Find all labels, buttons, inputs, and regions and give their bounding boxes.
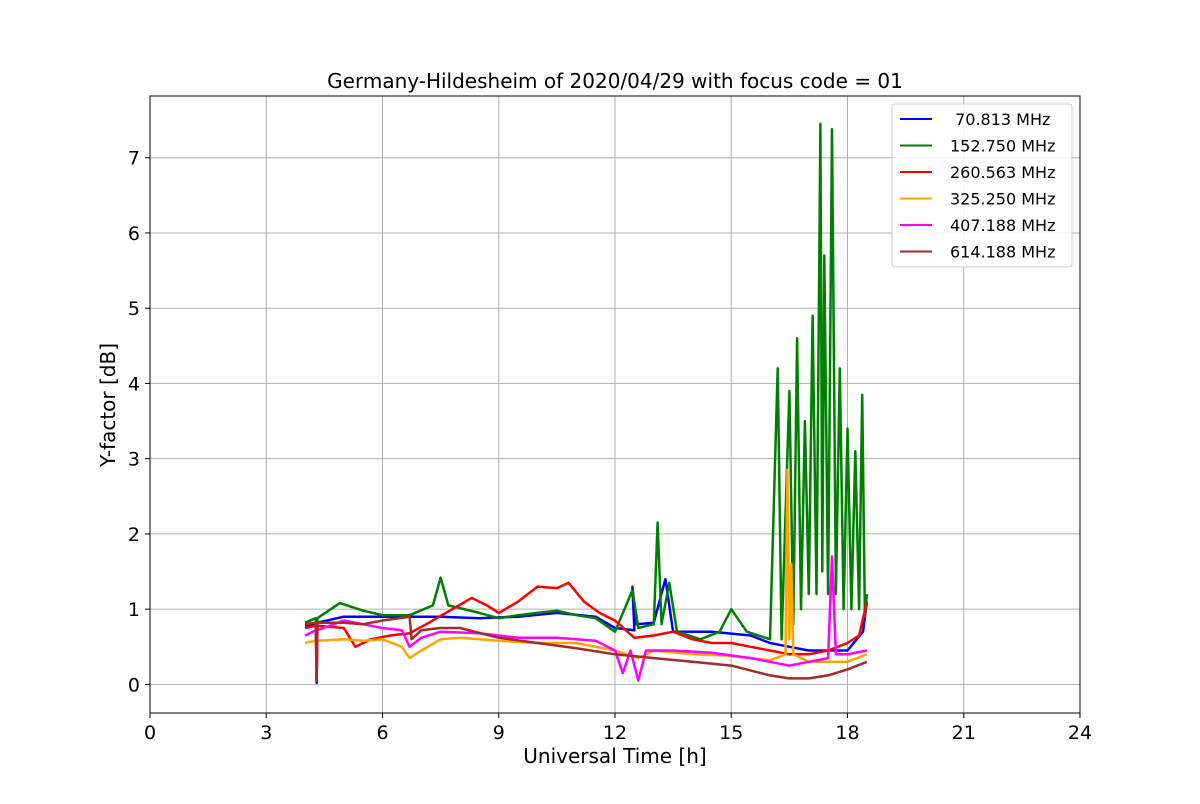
chart-title: Germany-Hildesheim of 2020/04/29 with fo… bbox=[327, 69, 903, 93]
y-tick-label: 1 bbox=[128, 599, 140, 621]
series-line-3 bbox=[304, 468, 868, 679]
y-tick-label: 6 bbox=[128, 223, 140, 245]
series-line-5 bbox=[304, 615, 868, 682]
y-tick-label: 2 bbox=[128, 524, 140, 546]
legend-label: 70.813 MHz bbox=[950, 110, 1050, 129]
x-tick-label: 18 bbox=[835, 722, 859, 744]
series-line-0 bbox=[304, 577, 869, 685]
x-tick-label: 12 bbox=[603, 722, 627, 744]
x-tick-label: 24 bbox=[1068, 722, 1092, 744]
legend-label: 407.188 MHz bbox=[950, 216, 1055, 235]
x-tick-label: 3 bbox=[260, 722, 272, 744]
x-axis-title: Universal Time [h] bbox=[523, 744, 706, 768]
x-tick-label: 21 bbox=[952, 722, 976, 744]
y-tick-label: 5 bbox=[128, 298, 140, 320]
x-tick-label: 15 bbox=[719, 722, 743, 744]
legend-label: 260.563 MHz bbox=[950, 163, 1055, 182]
legend-label: 152.750 MHz bbox=[950, 137, 1055, 156]
y-tick-label: 7 bbox=[128, 148, 140, 170]
x-tick-label: 0 bbox=[144, 722, 156, 744]
y-axis-title: Y-factor [dB] bbox=[96, 343, 120, 468]
x-tick-label: 9 bbox=[493, 722, 505, 744]
legend-box bbox=[891, 103, 1073, 268]
legend-label: 614.188 MHz bbox=[950, 243, 1055, 262]
legend-label: 325.250 MHz bbox=[950, 190, 1055, 209]
series-line-1 bbox=[304, 122, 869, 682]
y-tick-label: 3 bbox=[128, 449, 140, 471]
legend: 70.813 MHz 152.750 MHz 260.563 MHz 325.250 … bbox=[891, 103, 1073, 268]
y-tick-label: 4 bbox=[128, 373, 140, 395]
x-tick-label: 6 bbox=[376, 722, 388, 744]
y-tick-label: 0 bbox=[128, 674, 140, 696]
